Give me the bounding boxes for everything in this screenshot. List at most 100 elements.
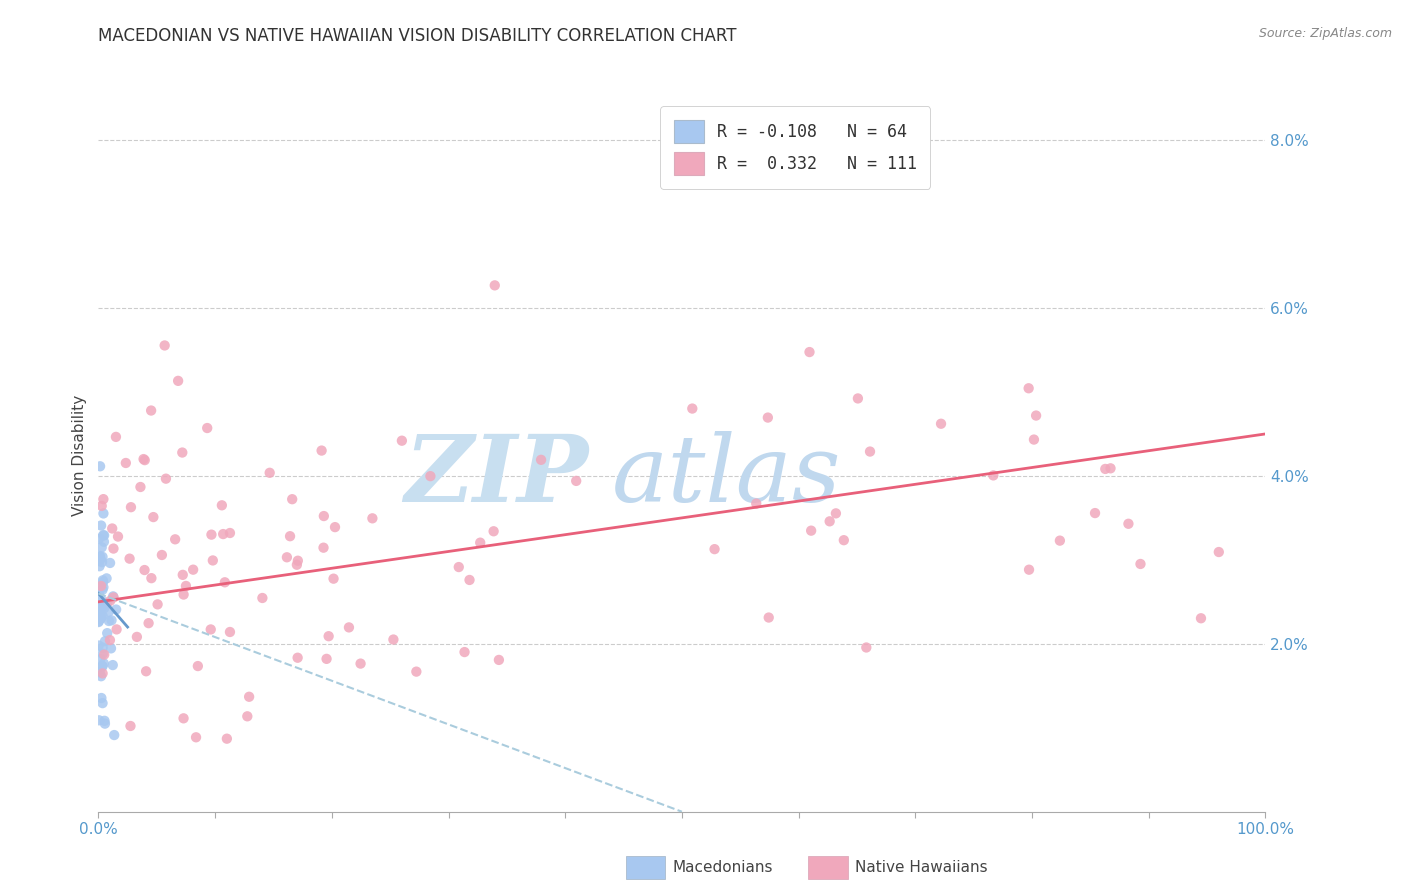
Point — [96, 626, 118, 640]
Point — [90, 591, 112, 606]
Point — [1189, 611, 1212, 625]
Point — [150, 548, 173, 562]
Point — [93, 507, 115, 521]
Point — [1084, 506, 1107, 520]
Text: MACEDONIAN VS NATIVE HAWAIIAN VISION DISABILITY CORRELATION CHART: MACEDONIAN VS NATIVE HAWAIIAN VISION DIS… — [98, 27, 737, 45]
Point — [1094, 462, 1116, 476]
Point — [135, 665, 157, 679]
Point — [93, 580, 115, 594]
Point — [391, 434, 413, 448]
Text: Native Hawaiians: Native Hawaiians — [855, 861, 987, 875]
Point — [488, 653, 510, 667]
Point — [153, 338, 176, 352]
Point — [799, 345, 821, 359]
Point — [103, 541, 125, 556]
Point — [96, 571, 118, 585]
Point — [90, 599, 112, 614]
Point — [165, 533, 187, 547]
Point — [981, 468, 1004, 483]
Point — [87, 532, 110, 546]
Point — [90, 669, 112, 683]
Point — [215, 731, 238, 746]
Point — [155, 472, 177, 486]
Point — [93, 534, 115, 549]
Point — [311, 443, 333, 458]
Point — [89, 459, 111, 474]
Point — [141, 571, 163, 585]
Point — [530, 453, 553, 467]
Point — [87, 587, 110, 601]
Point — [87, 601, 110, 615]
Point — [91, 666, 114, 681]
Point — [337, 620, 360, 634]
Point — [211, 498, 233, 512]
Point — [93, 714, 115, 728]
Point — [101, 658, 124, 673]
Point — [101, 521, 124, 535]
Point — [87, 606, 110, 620]
Point — [134, 563, 156, 577]
Point — [100, 641, 122, 656]
Point — [214, 575, 236, 590]
Point — [120, 719, 142, 733]
Point — [89, 551, 111, 566]
Point — [101, 590, 124, 604]
Point — [90, 552, 112, 566]
Point — [484, 278, 506, 293]
Point — [89, 665, 111, 680]
Point — [90, 691, 112, 706]
Point — [1118, 516, 1140, 531]
Point — [100, 613, 122, 627]
Point — [125, 630, 148, 644]
Point — [312, 541, 335, 555]
Point — [114, 456, 136, 470]
Point — [87, 614, 110, 628]
Point — [276, 550, 298, 565]
Point — [91, 647, 114, 661]
Point — [174, 579, 197, 593]
Point — [470, 535, 492, 549]
Point — [287, 554, 309, 568]
Point — [859, 444, 882, 458]
Point — [105, 602, 128, 616]
Point — [195, 421, 218, 435]
Point — [458, 573, 481, 587]
Point — [91, 640, 114, 655]
Point — [212, 527, 235, 541]
Point — [105, 623, 128, 637]
Point — [312, 509, 335, 524]
Y-axis label: Vision Disability: Vision Disability — [72, 394, 87, 516]
Point — [1099, 461, 1122, 475]
Point — [929, 417, 952, 431]
Point — [1018, 381, 1040, 395]
Point — [322, 572, 344, 586]
Point — [1018, 563, 1040, 577]
Point — [89, 607, 111, 622]
Point — [89, 612, 111, 626]
Point — [278, 529, 301, 543]
Point — [94, 716, 117, 731]
Point — [315, 652, 337, 666]
Point — [1208, 545, 1230, 559]
Point — [91, 582, 114, 597]
Point — [87, 714, 110, 728]
Point — [89, 652, 111, 666]
Point — [90, 518, 112, 533]
Point — [90, 611, 112, 625]
Point — [120, 500, 142, 515]
Point — [1025, 409, 1047, 423]
Point — [1129, 557, 1152, 571]
Point — [90, 611, 112, 625]
Point — [97, 614, 120, 628]
Point — [173, 588, 195, 602]
Point — [281, 492, 304, 507]
Point — [287, 650, 309, 665]
Point — [94, 634, 117, 648]
Point — [91, 528, 114, 542]
Point — [832, 533, 855, 548]
Point — [447, 560, 470, 574]
Point — [132, 452, 155, 467]
Point — [103, 591, 125, 605]
Point — [200, 623, 222, 637]
Point — [236, 709, 259, 723]
